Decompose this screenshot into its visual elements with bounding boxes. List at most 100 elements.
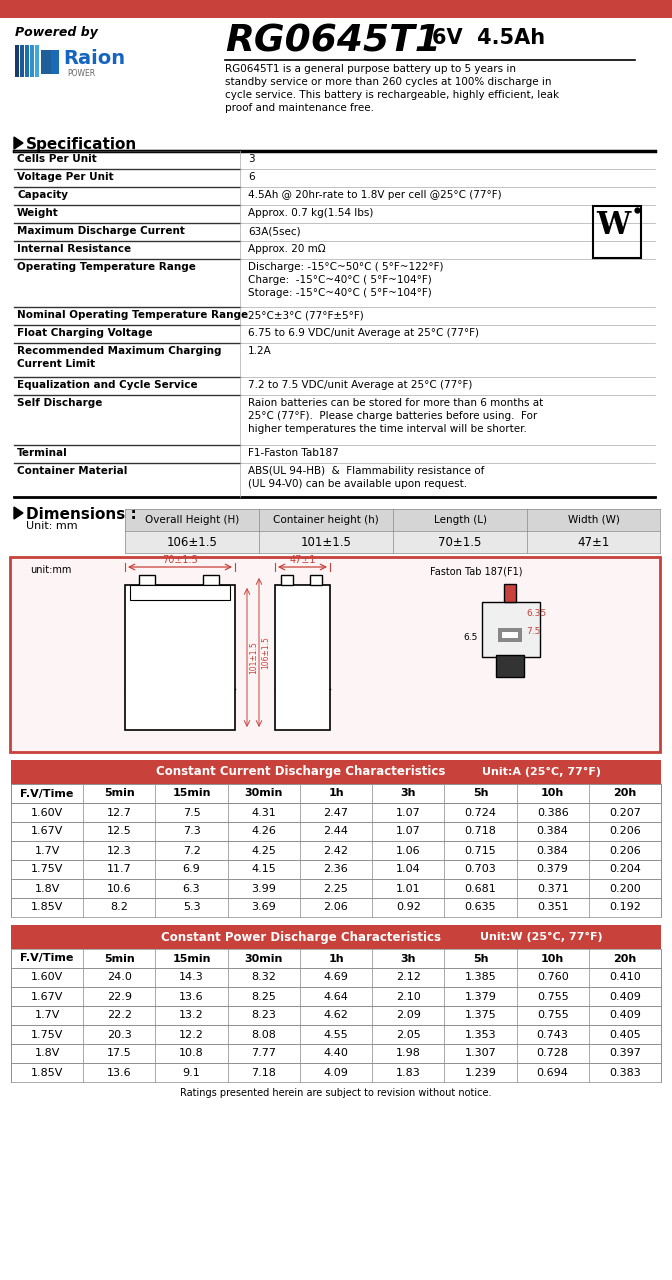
Text: 10h: 10h	[541, 954, 564, 964]
Text: 1.7V: 1.7V	[34, 1010, 60, 1020]
Text: Constant Power Discharge Characteristics: Constant Power Discharge Characteristics	[161, 931, 441, 943]
Text: 0.351: 0.351	[537, 902, 569, 913]
Text: 1.67V: 1.67V	[31, 827, 63, 837]
Text: 0.192: 0.192	[609, 902, 641, 913]
Text: RG0645T1: RG0645T1	[225, 24, 441, 60]
Text: Powered by: Powered by	[15, 26, 98, 38]
Bar	[275, 585, 330, 730]
Text: Internal Resistance: Internal Resistance	[17, 244, 131, 253]
Text: 11.7: 11.7	[107, 864, 132, 874]
Text: 10.6: 10.6	[107, 883, 132, 893]
Text: 5min: 5min	[104, 788, 134, 799]
Text: 2.36: 2.36	[324, 864, 348, 874]
Text: 8.2: 8.2	[110, 902, 128, 913]
Text: Discharge: -15°C~50°C ( 5°F~122°F): Discharge: -15°C~50°C ( 5°F~122°F)	[248, 262, 444, 271]
Text: 13.6: 13.6	[107, 1068, 132, 1078]
Text: 1.07: 1.07	[396, 827, 421, 837]
Text: 0.200: 0.200	[609, 883, 641, 893]
Text: 10.8: 10.8	[179, 1048, 204, 1059]
Text: Raion: Raion	[63, 50, 125, 69]
Bar	[125, 585, 235, 730]
Bar	[496, 655, 524, 677]
Text: ABS(UL 94-HB)  &  Flammability resistance of: ABS(UL 94-HB) & Flammability resistance …	[248, 466, 485, 476]
Text: 2.09: 2.09	[396, 1010, 421, 1020]
Text: 4.09: 4.09	[323, 1068, 349, 1078]
Bar	[125, 509, 660, 531]
Text: Unit: mm: Unit: mm	[26, 521, 78, 531]
Text: 1.60V: 1.60V	[31, 973, 63, 983]
Bar	[10, 557, 660, 751]
Bar	[130, 585, 230, 600]
Bar	[11, 987, 661, 1006]
Bar	[10, 557, 660, 751]
Text: cycle service. This battery is rechargeable, highly efficient, leak: cycle service. This battery is rechargea…	[225, 90, 559, 100]
Text: 4.15: 4.15	[251, 864, 276, 874]
Text: 3h: 3h	[401, 954, 416, 964]
Polygon shape	[14, 507, 23, 518]
Text: Cells Per Unit: Cells Per Unit	[17, 154, 97, 164]
Text: 1.353: 1.353	[464, 1029, 496, 1039]
Text: 0.384: 0.384	[537, 846, 569, 855]
Text: 12.2: 12.2	[179, 1029, 204, 1039]
Text: 1.8V: 1.8V	[34, 883, 60, 893]
Bar	[11, 1025, 661, 1044]
Text: 0.760: 0.760	[537, 973, 569, 983]
Bar	[504, 584, 516, 602]
Text: 3h: 3h	[401, 788, 416, 799]
Text: 25°C±3°C (77°F±5°F): 25°C±3°C (77°F±5°F)	[248, 310, 364, 320]
Text: Approx. 20 mΩ: Approx. 20 mΩ	[248, 244, 326, 253]
Text: Equalization and Cycle Service: Equalization and Cycle Service	[17, 380, 198, 390]
Text: 0.743: 0.743	[537, 1029, 569, 1039]
Text: 5min: 5min	[104, 954, 134, 964]
Text: 4.55: 4.55	[324, 1029, 348, 1039]
Bar	[11, 822, 661, 841]
Bar	[11, 1025, 661, 1044]
Text: 2.05: 2.05	[396, 1029, 421, 1039]
Bar	[11, 1044, 661, 1062]
Bar	[11, 803, 661, 822]
Text: Unit:A (25°C, 77°F): Unit:A (25°C, 77°F)	[482, 767, 601, 777]
Text: 12.7: 12.7	[107, 808, 132, 818]
Text: 4.5Ah @ 20hr-rate to 1.8V per cell @25°C (77°F): 4.5Ah @ 20hr-rate to 1.8V per cell @25°C…	[248, 189, 501, 200]
Text: 7.18: 7.18	[251, 1068, 276, 1078]
Bar	[11, 760, 661, 783]
Bar	[281, 575, 293, 585]
Text: Maximum Discharge Current: Maximum Discharge Current	[17, 227, 185, 236]
Text: 6.75 to 6.9 VDC/unit Average at 25°C (77°F): 6.75 to 6.9 VDC/unit Average at 25°C (77…	[248, 328, 479, 338]
Text: 8.32: 8.32	[251, 973, 276, 983]
Text: 0.384: 0.384	[537, 827, 569, 837]
Text: Length (L): Length (L)	[433, 515, 487, 525]
Text: 1.75V: 1.75V	[31, 864, 63, 874]
Bar	[11, 860, 661, 879]
Text: 47±1: 47±1	[577, 535, 610, 549]
Bar	[11, 841, 661, 860]
Text: 1.04: 1.04	[396, 864, 421, 874]
Text: 8.25: 8.25	[251, 992, 276, 1001]
Text: 0.397: 0.397	[609, 1048, 641, 1059]
Text: Float Charging Voltage: Float Charging Voltage	[17, 328, 153, 338]
Text: Ratings presented herein are subject to revision without notice.: Ratings presented herein are subject to …	[180, 1088, 492, 1098]
Text: Overall Height (H): Overall Height (H)	[145, 515, 239, 525]
Text: 1.385: 1.385	[464, 973, 497, 983]
Text: 1.85V: 1.85V	[31, 1068, 63, 1078]
Text: 22.2: 22.2	[107, 1010, 132, 1020]
Text: 17.5: 17.5	[107, 1048, 132, 1059]
Text: unit:mm: unit:mm	[30, 564, 71, 575]
Text: 10h: 10h	[541, 788, 564, 799]
Text: 30min: 30min	[245, 954, 283, 964]
Text: 6.9: 6.9	[183, 864, 200, 874]
Text: 13.2: 13.2	[179, 1010, 204, 1020]
Bar	[11, 1044, 661, 1062]
Text: 0.386: 0.386	[537, 808, 569, 818]
Text: Nominal Operating Temperature Range: Nominal Operating Temperature Range	[17, 310, 248, 320]
Text: 0.206: 0.206	[609, 827, 641, 837]
Text: 4.64: 4.64	[323, 992, 349, 1001]
Bar	[11, 860, 661, 879]
Bar	[11, 925, 661, 948]
Text: Container Material: Container Material	[17, 466, 128, 476]
Text: 4.31: 4.31	[251, 808, 276, 818]
Text: 8.08: 8.08	[251, 1029, 276, 1039]
Text: 0.409: 0.409	[609, 992, 641, 1001]
Text: F.V/Time: F.V/Time	[20, 788, 74, 799]
Text: 13.6: 13.6	[179, 992, 204, 1001]
